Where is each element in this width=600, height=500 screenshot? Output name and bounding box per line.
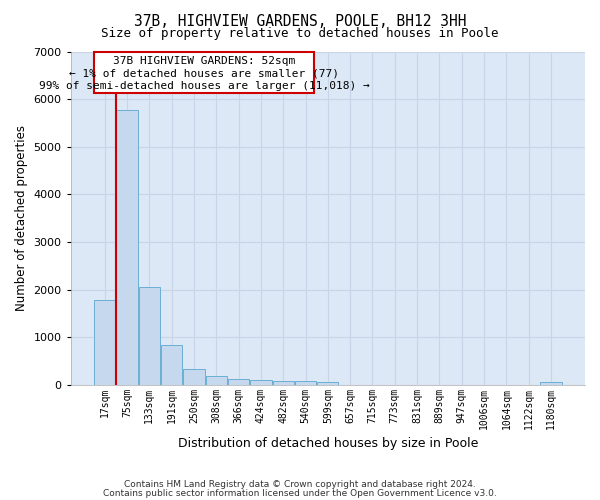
Text: 37B HIGHVIEW GARDENS: 52sqm: 37B HIGHVIEW GARDENS: 52sqm: [113, 56, 295, 66]
Text: 99% of semi-detached houses are larger (11,018) →: 99% of semi-detached houses are larger (…: [38, 81, 370, 91]
Bar: [139, 286, 160, 385]
Text: ← 1% of detached houses are smaller (77): ← 1% of detached houses are smaller (77): [69, 68, 339, 78]
Bar: [206, 376, 227, 385]
Y-axis label: Number of detached properties: Number of detached properties: [15, 125, 28, 311]
X-axis label: Distribution of detached houses by size in Poole: Distribution of detached houses by size …: [178, 437, 478, 450]
Bar: [116, 110, 137, 385]
Bar: [317, 382, 338, 385]
Text: Size of property relative to detached houses in Poole: Size of property relative to detached ho…: [101, 26, 499, 40]
Text: Contains HM Land Registry data © Crown copyright and database right 2024.: Contains HM Land Registry data © Crown c…: [124, 480, 476, 489]
Bar: [295, 381, 316, 385]
Bar: [184, 368, 205, 385]
Bar: [161, 345, 182, 385]
Bar: [541, 382, 562, 385]
FancyBboxPatch shape: [94, 52, 314, 94]
Text: Contains public sector information licensed under the Open Government Licence v3: Contains public sector information licen…: [103, 488, 497, 498]
Bar: [94, 300, 115, 385]
Bar: [250, 380, 272, 385]
Bar: [272, 381, 294, 385]
Text: 37B, HIGHVIEW GARDENS, POOLE, BH12 3HH: 37B, HIGHVIEW GARDENS, POOLE, BH12 3HH: [134, 14, 466, 29]
Bar: [228, 378, 249, 385]
